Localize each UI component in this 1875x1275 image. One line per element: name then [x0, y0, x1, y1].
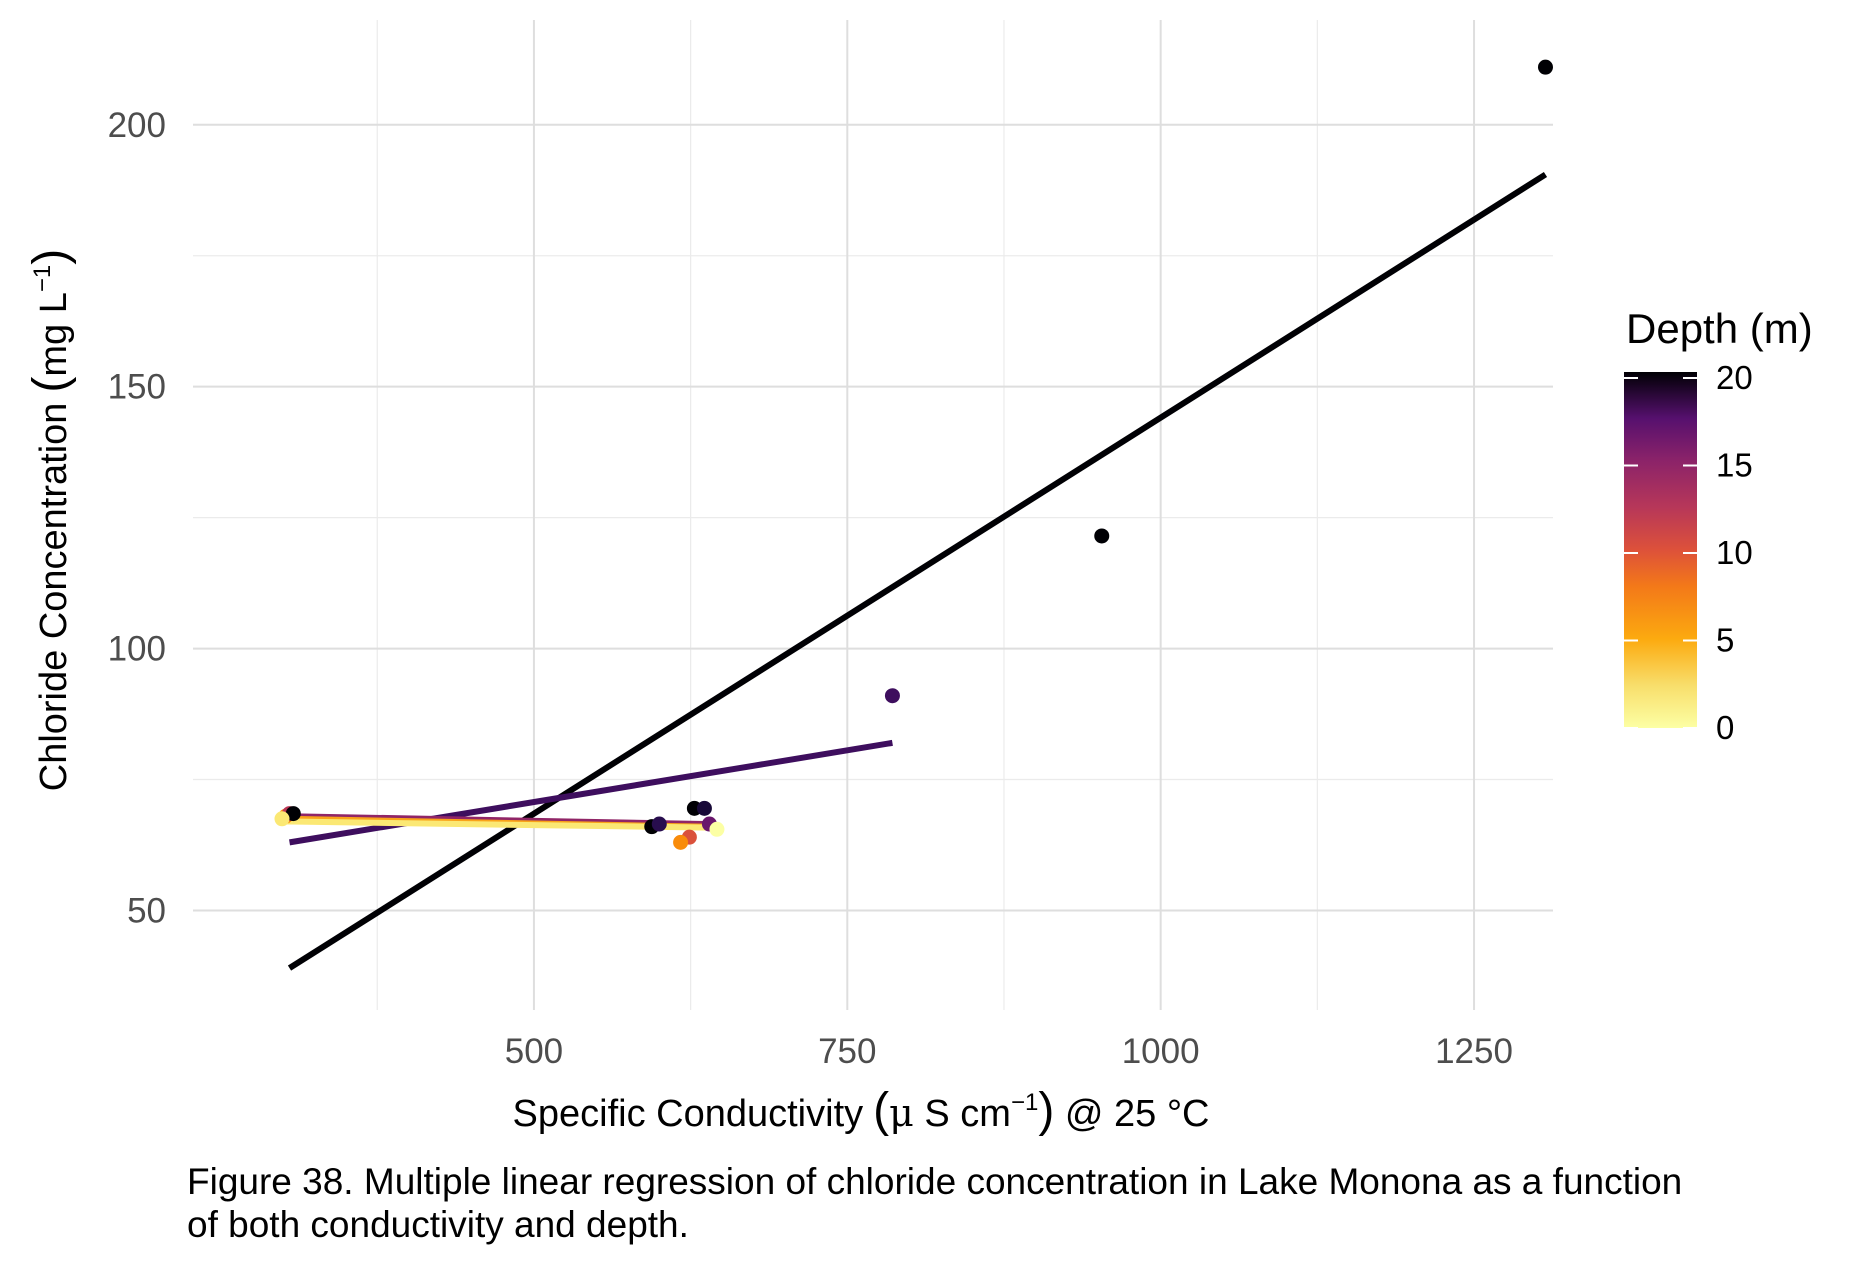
x-tick-labels: 500 750 1000 1250: [505, 1032, 1513, 1071]
data-point: [709, 821, 725, 837]
data-point: [884, 688, 900, 704]
figure-caption: Figure 38. Multiple linear regression of…: [187, 1160, 1875, 1246]
x-tick-label: 1250: [1435, 1032, 1513, 1071]
legend: Depth (m) 0 5 10 15 20: [1624, 305, 1813, 746]
x-tick-label: 1000: [1122, 1032, 1200, 1071]
legend-tick-label: 0: [1716, 709, 1734, 746]
data-point: [1537, 59, 1553, 75]
x-axis-title: Specific Conductivity (μ S cm−1) @ 25 °C: [513, 1084, 1210, 1137]
legend-tick-label: 15: [1716, 447, 1753, 484]
y-tick-label: 50: [127, 891, 166, 930]
caption-line-1: Figure 38. Multiple linear regression of…: [187, 1161, 1683, 1202]
legend-tick-label: 20: [1716, 359, 1753, 396]
data-point: [1094, 528, 1110, 544]
legend-ticks: 0 5 10 15 20: [1624, 359, 1753, 746]
y-tick-label: 200: [108, 106, 166, 145]
y-tick-label: 100: [108, 630, 166, 669]
y-tick-labels: 50 100 150 200: [108, 106, 166, 931]
data-point: [274, 811, 290, 827]
legend-tick-label: 10: [1716, 534, 1753, 571]
legend-colorbar: [1624, 372, 1697, 728]
regression-line: [287, 171, 1548, 971]
legend-tick-label: 5: [1716, 622, 1734, 659]
x-tick-label: 750: [818, 1032, 876, 1071]
y-tick-label: 150: [108, 368, 166, 407]
legend-title: Depth (m): [1626, 305, 1813, 352]
grid-minor: [193, 20, 1553, 1010]
data-point: [673, 834, 689, 850]
regression-lines: [281, 171, 1548, 971]
grid-major: [193, 20, 1553, 1010]
data-point: [651, 816, 667, 832]
y-axis-title: Chloride Concentration(mg L−1): [24, 249, 77, 792]
x-tick-label: 500: [505, 1032, 563, 1071]
data-points: [274, 59, 1553, 850]
data-point: [285, 806, 301, 822]
data-point: [696, 800, 712, 816]
caption-line-2: of both conductivity and depth.: [187, 1204, 689, 1245]
